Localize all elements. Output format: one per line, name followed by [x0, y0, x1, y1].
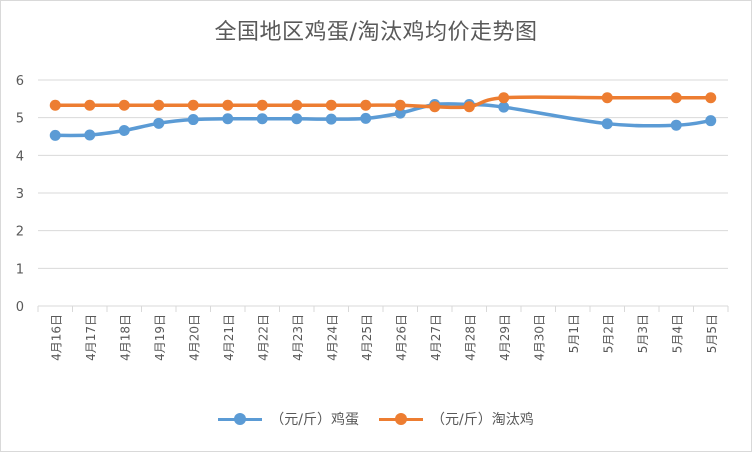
- x-tick-label: 4月27日: [429, 314, 443, 361]
- data-point-series-1: [429, 101, 441, 113]
- data-point-series-0: [84, 129, 96, 141]
- x-tick-label: 5月1日: [567, 314, 581, 353]
- data-point-series-1: [291, 99, 303, 111]
- data-point-series-1: [325, 99, 337, 111]
- y-tick-label: 5: [16, 112, 24, 127]
- y-tick-label: 0: [16, 300, 24, 315]
- x-tick-label: 4月25日: [360, 314, 374, 361]
- x-tick-label: 5月2日: [601, 314, 615, 353]
- data-point-series-1: [360, 99, 372, 111]
- data-point-series-1: [118, 99, 130, 111]
- x-tick-label: 4月26日: [394, 314, 408, 361]
- legend: （元/斤）鸡蛋 （元/斤）淘汰鸡: [0, 409, 752, 429]
- legend-item-culled-hen: （元/斤）淘汰鸡: [379, 409, 534, 429]
- x-tick-label: 4月30日: [532, 314, 546, 361]
- data-point-series-0: [601, 118, 613, 130]
- legend-swatch-culled-hen: [379, 412, 423, 426]
- x-tick-label: 4月19日: [153, 314, 167, 361]
- legend-swatch-egg: [218, 412, 263, 426]
- x-tick-label: 4月21日: [222, 314, 236, 361]
- x-tick-label: 5月4日: [670, 314, 684, 353]
- x-tick-label: 5月5日: [705, 314, 719, 353]
- data-point-series-0: [394, 107, 406, 119]
- data-point-series-0: [187, 114, 199, 126]
- data-point-series-1: [256, 99, 268, 111]
- y-tick-label: 2: [16, 225, 24, 240]
- chart-title: 全国地区鸡蛋/淘汰鸡均价走势图: [214, 20, 538, 45]
- data-point-series-0: [360, 112, 372, 124]
- y-tick-label: 6: [16, 74, 24, 89]
- x-tick-label: 4月28日: [463, 314, 477, 361]
- x-tick-label: 4月23日: [291, 314, 305, 361]
- data-point-series-1: [394, 99, 406, 111]
- legend-label-culled-hen: （元/斤）淘汰鸡: [431, 412, 534, 428]
- x-tick-label: 4月16日: [49, 314, 63, 361]
- legend-item-egg: （元/斤）鸡蛋: [218, 409, 359, 429]
- x-tick-label: 4月18日: [118, 314, 132, 361]
- data-point-series-0: [222, 113, 234, 125]
- data-point-series-0: [291, 113, 303, 125]
- data-point-series-0: [256, 113, 268, 125]
- x-tick-label: 4月17日: [84, 314, 98, 361]
- legend-dot-egg: [234, 413, 247, 425]
- data-point-series-0: [153, 117, 165, 129]
- y-tick-label: 3: [16, 187, 24, 202]
- x-tick-label: 4月22日: [256, 314, 270, 361]
- data-point-series-0: [118, 124, 130, 136]
- legend-dot-culled-hen: [395, 413, 407, 425]
- data-point-series-0: [705, 115, 717, 127]
- y-tick-label: 1: [16, 262, 24, 277]
- data-point-series-1: [49, 99, 61, 111]
- x-tick-label: 4月24日: [325, 314, 339, 361]
- x-tick-label: 5月3日: [636, 314, 650, 353]
- x-tick-label: 4月20日: [187, 314, 201, 361]
- data-point-series-1: [498, 92, 510, 104]
- data-point-series-1: [153, 99, 165, 111]
- data-point-series-1: [84, 99, 96, 111]
- series-line-0: [53, 101, 713, 138]
- legend-label-egg: （元/斤）鸡蛋: [270, 412, 359, 428]
- data-point-series-1: [670, 92, 682, 104]
- data-point-series-0: [49, 129, 61, 141]
- x-tick-label: 4月29日: [498, 314, 512, 361]
- data-point-series-1: [222, 99, 234, 111]
- data-point-series-1: [463, 101, 475, 113]
- data-point-series-1: [187, 99, 199, 111]
- y-tick-label: 4: [16, 149, 24, 164]
- data-point-series-0: [325, 113, 337, 125]
- data-point-series-0: [498, 101, 510, 113]
- data-point-series-1: [601, 92, 613, 104]
- data-point-series-1: [705, 92, 717, 104]
- data-point-series-0: [670, 119, 682, 131]
